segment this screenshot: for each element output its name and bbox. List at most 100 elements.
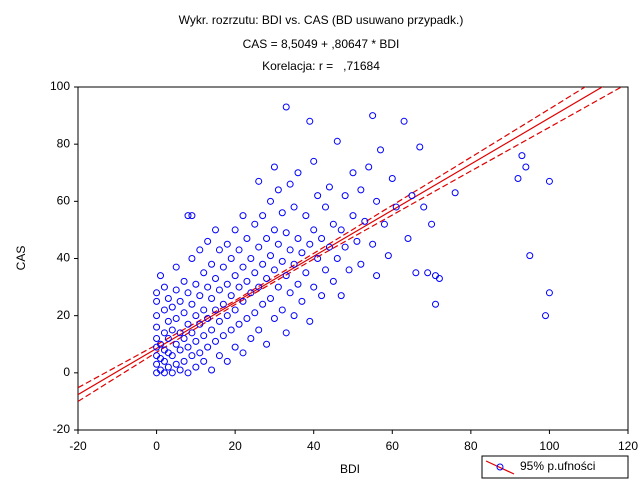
point xyxy=(168,303,176,311)
confidence-band xyxy=(78,87,587,389)
point xyxy=(235,246,243,254)
y-tick-label: -20 xyxy=(53,422,71,436)
point xyxy=(310,226,318,234)
y-axis-label: CAS xyxy=(14,246,28,271)
point xyxy=(160,306,168,314)
y-tick-label: 0 xyxy=(63,365,70,379)
point xyxy=(196,320,204,328)
point xyxy=(263,275,271,283)
point xyxy=(239,297,247,305)
point xyxy=(219,300,227,308)
point xyxy=(337,292,345,300)
point xyxy=(353,237,361,245)
point xyxy=(322,266,329,274)
point xyxy=(192,280,200,288)
x-tick-label: 120 xyxy=(618,439,638,453)
point xyxy=(180,277,188,285)
point xyxy=(325,183,333,191)
point xyxy=(204,343,212,351)
point xyxy=(373,272,381,280)
point xyxy=(153,323,161,331)
point xyxy=(365,163,373,171)
point xyxy=(227,255,235,262)
point xyxy=(208,260,216,268)
point xyxy=(184,369,192,377)
point xyxy=(235,320,243,328)
point xyxy=(259,212,267,220)
point xyxy=(298,297,306,305)
legend-line xyxy=(485,460,515,475)
point xyxy=(172,263,180,271)
point xyxy=(255,283,263,291)
point xyxy=(243,277,251,285)
point xyxy=(172,360,180,368)
point xyxy=(361,217,369,225)
point xyxy=(545,289,553,297)
point xyxy=(223,280,231,288)
point xyxy=(215,286,223,294)
point xyxy=(345,266,353,274)
point xyxy=(294,234,302,242)
point xyxy=(282,103,290,111)
point xyxy=(329,277,337,285)
point xyxy=(168,352,176,360)
legend-marker xyxy=(496,463,504,471)
point xyxy=(380,220,388,228)
point xyxy=(164,335,172,343)
point xyxy=(160,329,168,337)
point xyxy=(259,300,267,308)
point xyxy=(215,246,223,254)
y-tick-label: 80 xyxy=(57,136,71,150)
point xyxy=(223,312,231,320)
point xyxy=(176,329,184,337)
point xyxy=(247,255,255,262)
point xyxy=(306,317,314,325)
point xyxy=(227,292,235,300)
point xyxy=(341,192,349,200)
point xyxy=(400,117,408,125)
point xyxy=(215,352,223,360)
point xyxy=(157,340,164,348)
point xyxy=(200,269,208,277)
x-tick-label: 0 xyxy=(153,439,160,453)
point xyxy=(357,260,365,268)
point xyxy=(231,226,239,234)
point xyxy=(160,283,168,291)
point xyxy=(200,306,208,314)
point xyxy=(428,220,436,228)
point xyxy=(306,240,314,248)
point xyxy=(278,209,286,217)
point xyxy=(542,312,549,320)
point xyxy=(192,363,200,371)
point xyxy=(153,335,161,343)
point xyxy=(388,174,396,182)
point xyxy=(286,180,294,188)
point xyxy=(377,146,384,154)
point xyxy=(251,220,259,228)
point xyxy=(270,266,278,274)
point xyxy=(349,169,357,177)
point xyxy=(235,283,243,291)
x-axis-label: BDI xyxy=(340,462,360,476)
point xyxy=(184,320,192,328)
point xyxy=(302,269,310,277)
point xyxy=(239,349,247,357)
point xyxy=(357,186,365,194)
point xyxy=(318,292,326,300)
point xyxy=(215,317,223,325)
point xyxy=(278,257,286,265)
point xyxy=(282,229,290,237)
chart-subtitle: Korelacja: r = ,71684 xyxy=(262,59,380,73)
point xyxy=(274,186,282,194)
point xyxy=(157,272,164,280)
point xyxy=(212,226,219,234)
point xyxy=(243,315,251,323)
point xyxy=(333,137,341,145)
point xyxy=(204,283,212,291)
point xyxy=(223,240,231,248)
point xyxy=(168,369,176,377)
point xyxy=(227,326,235,334)
point xyxy=(290,203,298,211)
point xyxy=(337,226,345,234)
